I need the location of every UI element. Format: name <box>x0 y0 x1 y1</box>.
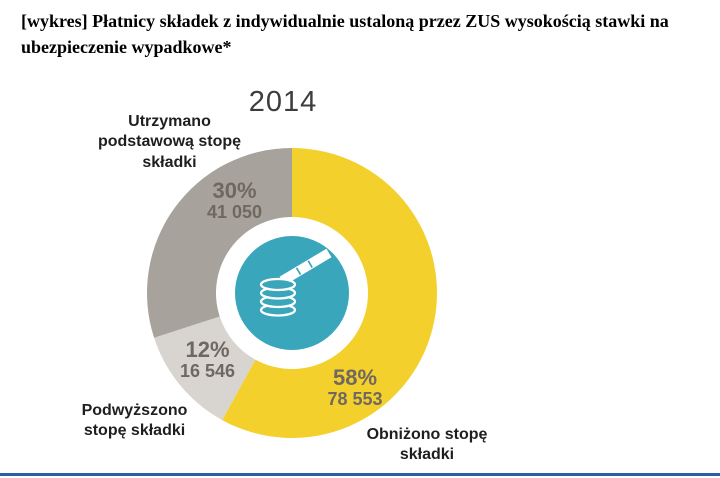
slice-label-podwyzszono: Podwyższono stopę składki <box>62 401 207 442</box>
slice-label-line: Obniżono stopę <box>366 426 488 443</box>
slice-stat-podwyzszono: 12% 16 546 <box>155 338 260 382</box>
slice-label-obnizono: Obniżono stopę składki <box>352 425 502 466</box>
document-title: [wykres] Płatnicy składek z indywidualni… <box>21 11 669 58</box>
donut-center-group <box>235 236 349 350</box>
slice-label-line: Utrzymano <box>128 113 211 130</box>
percent-value: 12% <box>185 337 230 362</box>
slice-label-line: składki <box>142 153 197 171</box>
slice-stat-utrzymano: 30% 41 050 <box>182 179 287 223</box>
donut-chart-svg <box>146 148 437 438</box>
count-value: 41 050 <box>206 202 263 223</box>
slice-label-line: Podwyższono <box>81 402 188 419</box>
percent-value: 58% <box>332 365 378 390</box>
slice-label-line: składki <box>399 446 455 464</box>
slice-label-utrzymano: Utrzymano podstawową stopę składki <box>92 112 247 173</box>
donut-slice-utrzymano <box>146 148 292 338</box>
coins-and-tape-measure-icon <box>259 243 339 317</box>
chart-title-year: 2014 <box>248 86 318 118</box>
percent-value: 30% <box>212 178 257 203</box>
donut-slice-podwyzszono <box>154 316 256 421</box>
bottom-divider <box>0 473 720 476</box>
slice-stat-obnizono: 58% 78 553 <box>300 366 410 410</box>
count-value: 16 546 <box>179 361 236 382</box>
count-value: 78 553 <box>327 389 383 410</box>
donut-slice-obnizono <box>222 148 437 438</box>
slice-label-line: podstawową stopę <box>97 133 242 151</box>
slice-label-line: stopę składki <box>83 422 186 440</box>
